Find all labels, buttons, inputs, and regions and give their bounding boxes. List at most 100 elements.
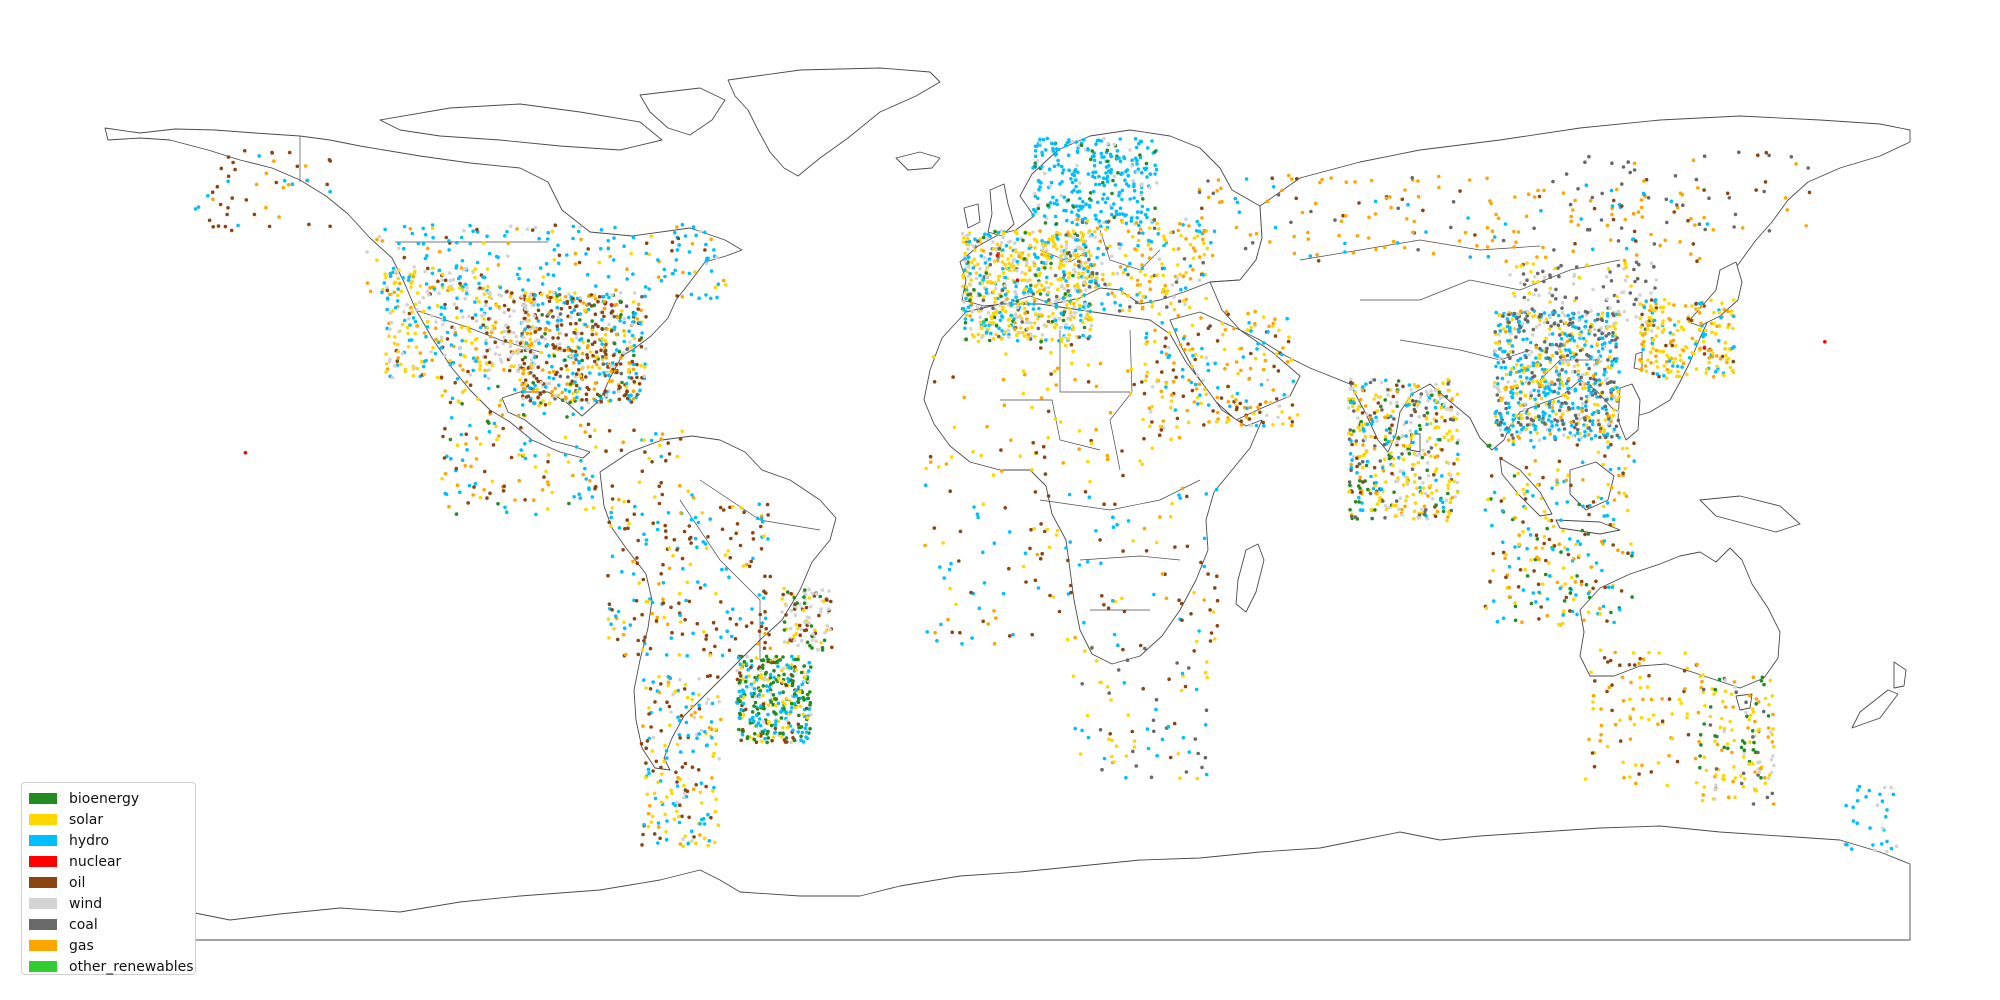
plant-marker-gas (1400, 507, 1404, 512)
plant-marker-gas (1286, 173, 1291, 178)
plant-marker-hydro (571, 224, 576, 229)
plant-marker-bioenergy (792, 738, 797, 743)
plant-marker-coal (1080, 682, 1084, 686)
plant-marker-wind (960, 232, 965, 236)
plant-marker-hydro (1136, 167, 1141, 171)
plant-marker-solar (1054, 533, 1059, 537)
plant-marker-hydro (697, 703, 701, 707)
plant-marker-hydro (1064, 546, 1068, 550)
plant-marker-hydro (460, 458, 465, 463)
plant-marker-solar (1055, 247, 1059, 251)
new-zealand-north (1893, 661, 1907, 689)
plant-marker-gas (698, 833, 702, 837)
plant-marker-oil (1401, 384, 1405, 389)
plant-marker-solar (1446, 378, 1450, 382)
plant-marker-oil (932, 380, 937, 384)
plant-marker-gas (678, 483, 682, 488)
plant-marker-gas (1148, 287, 1152, 292)
plant-marker-gas (1193, 249, 1197, 253)
plant-marker-hydro (1129, 219, 1134, 223)
plant-marker-solar (964, 242, 969, 247)
plant-marker-coal (1410, 176, 1414, 180)
plant-marker-solar (482, 317, 486, 321)
plant-marker-hydro (1214, 487, 1219, 492)
plant-marker-solar (1026, 326, 1030, 331)
plant-marker-hydro (1011, 632, 1015, 637)
plant-marker-hydro (803, 726, 808, 730)
plant-marker-coal (1053, 273, 1058, 278)
plant-marker-gas (1306, 237, 1311, 241)
plant-marker-hydro (665, 756, 669, 760)
plant-marker-gas (675, 225, 679, 229)
plant-marker-hydro (590, 495, 595, 499)
plant-marker-gas (691, 496, 696, 500)
plant-marker-hydro (683, 234, 688, 238)
plant-marker-gas (1234, 225, 1239, 230)
plant-marker-hydro (1583, 430, 1587, 434)
plant-marker-gas (1320, 177, 1324, 182)
plant-marker-oil (650, 460, 654, 464)
plant-marker-solar (1021, 330, 1025, 335)
plant-marker-solar (1287, 335, 1291, 340)
plant-marker-hydro (439, 346, 444, 350)
plant-marker-gas (1526, 192, 1531, 196)
plant-marker-wind (490, 328, 495, 333)
plant-marker-oil (470, 316, 475, 320)
plant-marker-wind (690, 839, 694, 843)
plant-marker-hydro (1108, 152, 1113, 157)
plant-marker-bioenergy (752, 691, 756, 696)
plant-marker-solar (723, 283, 728, 287)
plant-marker-coal (1373, 444, 1377, 448)
plant-marker-solar (714, 742, 718, 746)
plant-marker-hydro (701, 540, 706, 544)
plant-marker-hydro (464, 291, 469, 296)
plant-marker-hydro (1600, 406, 1605, 411)
plant-marker-coal (1143, 646, 1147, 651)
plant-marker-solar (972, 257, 976, 262)
plant-marker-hydro (1162, 266, 1167, 271)
plant-marker-hydro (1132, 196, 1136, 200)
plant-marker-hydro (963, 309, 968, 314)
plant-marker-gas (474, 436, 479, 441)
plant-marker-solar (776, 676, 781, 680)
plant-marker-gas (1416, 179, 1420, 183)
plant-marker-hydro (725, 610, 730, 614)
plant-marker-hydro (540, 282, 545, 286)
plant-marker-oil (1208, 608, 1212, 612)
plant-marker-hydro (633, 504, 637, 509)
plant-marker-solar (976, 339, 981, 344)
plant-marker-hydro (975, 512, 980, 516)
plant-marker-wind (389, 320, 394, 325)
plant-marker-oil (678, 803, 682, 807)
plant-marker-coal (1134, 764, 1138, 768)
plant-marker-gas (375, 237, 379, 242)
plant-marker-solar (781, 700, 785, 704)
plant-marker-hydro (542, 411, 546, 416)
plant-marker-solar (541, 399, 545, 403)
plant-marker-oil (607, 520, 611, 524)
plant-marker-hydro (712, 785, 716, 790)
plant-marker-wind (1430, 496, 1435, 501)
plant-marker-hydro (396, 287, 401, 291)
plant-marker-hydro (413, 319, 418, 324)
plant-marker-solar (714, 727, 718, 732)
plant-marker-hydro (1011, 298, 1015, 303)
plant-marker-coal (1107, 691, 1111, 695)
plant-marker-hydro (578, 496, 583, 500)
plant-marker-solar (653, 495, 657, 499)
plant-marker-wind (1456, 438, 1461, 443)
plant-marker-hydro (547, 375, 551, 380)
plant-marker-coal (1068, 254, 1073, 258)
plant-marker-hydro (1571, 406, 1575, 411)
plant-marker-bioenergy (963, 320, 968, 325)
plant-marker-solar (1077, 303, 1082, 308)
plant-marker-coal (1557, 408, 1562, 413)
plant-marker-hydro (1074, 140, 1079, 144)
plant-marker-hydro (440, 283, 445, 287)
plant-marker-gas (609, 369, 613, 374)
plant-marker-wind (971, 244, 976, 248)
plant-marker-hydro (800, 682, 804, 687)
plant-marker-solar (1164, 381, 1168, 386)
plant-marker-wind (735, 668, 739, 673)
plant-marker-wind (400, 351, 405, 356)
